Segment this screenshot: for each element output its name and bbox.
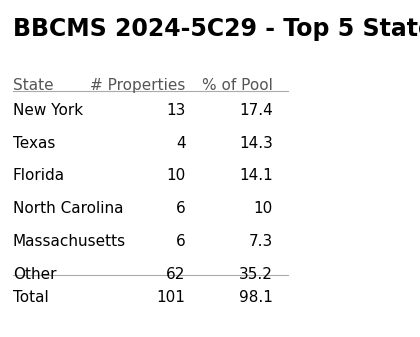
Text: 14.3: 14.3	[239, 135, 273, 151]
Text: 6: 6	[176, 202, 185, 216]
Text: 7.3: 7.3	[249, 234, 273, 249]
Text: Massachusetts: Massachusetts	[13, 234, 126, 249]
Text: 4: 4	[176, 135, 185, 151]
Text: 10: 10	[254, 202, 273, 216]
Text: 6: 6	[176, 234, 185, 249]
Text: # Properties: # Properties	[90, 78, 185, 93]
Text: New York: New York	[13, 103, 83, 118]
Text: Florida: Florida	[13, 168, 65, 184]
Text: 17.4: 17.4	[239, 103, 273, 118]
Text: % of Pool: % of Pool	[202, 78, 273, 93]
Text: North Carolina: North Carolina	[13, 202, 123, 216]
Text: 13: 13	[166, 103, 185, 118]
Text: BBCMS 2024-5C29 - Top 5 States: BBCMS 2024-5C29 - Top 5 States	[13, 17, 420, 41]
Text: Total: Total	[13, 290, 49, 305]
Text: Texas: Texas	[13, 135, 55, 151]
Text: 14.1: 14.1	[239, 168, 273, 184]
Text: 10: 10	[166, 168, 185, 184]
Text: State: State	[13, 78, 54, 93]
Text: 35.2: 35.2	[239, 267, 273, 282]
Text: 98.1: 98.1	[239, 290, 273, 305]
Text: 62: 62	[166, 267, 185, 282]
Text: Other: Other	[13, 267, 56, 282]
Text: 101: 101	[157, 290, 185, 305]
